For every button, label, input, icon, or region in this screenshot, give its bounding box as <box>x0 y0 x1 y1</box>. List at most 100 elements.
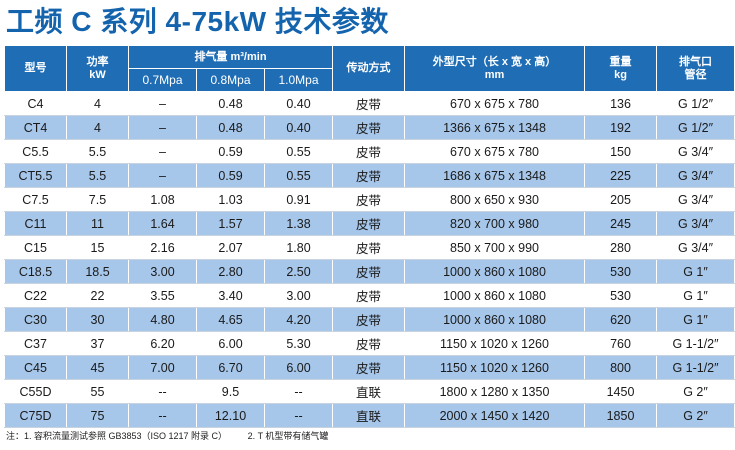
cell-p08: 0.59 <box>196 163 265 188</box>
cell-weight: 280 <box>584 235 657 260</box>
cell-p07: -- <box>128 403 197 428</box>
cell-drive: 皮带 <box>332 355 405 380</box>
cell-p07: 1.64 <box>128 211 197 236</box>
cell-p08: 4.65 <box>196 307 265 332</box>
cell-drive: 直联 <box>332 379 405 404</box>
cell-dims: 1000 x 860 x 1080 <box>404 259 585 284</box>
cell-drive: 皮带 <box>332 235 405 260</box>
cell-dims: 820 x 700 x 980 <box>404 211 585 236</box>
header-drive: 传动方式 <box>332 45 405 92</box>
table-row: C37 37 6.20 6.00 5.30 皮带 1150 x 1020 x 1260 760… <box>4 331 735 356</box>
cell-weight: 205 <box>584 187 657 212</box>
cell-outlet: G 2″ <box>656 403 735 428</box>
cell-p10: 6.00 <box>264 355 333 380</box>
header-power: 功率 kW <box>66 45 129 92</box>
cell-model: CT5.5 <box>4 163 67 188</box>
cell-p07: 7.00 <box>128 355 197 380</box>
cell-dims: 1800 x 1280 x 1350 <box>404 379 585 404</box>
cell-p07: – <box>128 139 197 164</box>
cell-weight: 150 <box>584 139 657 164</box>
header-row: 型号 功率 kW 排气量 m³/min 传动方式 外型尺寸（长 x 宽 x 高） m… <box>4 45 735 92</box>
header-dimensions: 外型尺寸（长 x 宽 x 高） mm <box>404 45 585 92</box>
cell-weight: 225 <box>584 163 657 188</box>
header-model: 型号 <box>4 45 67 92</box>
cell-power: 15 <box>66 235 129 260</box>
table-row: C7.5 7.5 1.08 1.03 0.91 皮带 800 x 650 x 930 205 G… <box>4 187 735 212</box>
table-row: CT4 4–0.48 0.40 皮带 1366 x 675 x 1348 192 G 1/2… <box>4 115 735 140</box>
cell-model: C18.5 <box>4 259 67 284</box>
cell-p10: 0.40 <box>264 91 333 116</box>
cell-dims: 850 x 700 x 990 <box>404 235 585 260</box>
header-pressure-10: 1.0Mpa <box>264 68 333 92</box>
table-row: C45 45 7.00 6.70 6.00 皮带 1150 x 1020 x 1260 800… <box>4 355 735 380</box>
table-row: C22 22 3.55 3.40 3.00 皮带 1000 x 860 x 1080 530 G… <box>4 283 735 308</box>
cell-dims: 1686 x 675 x 1348 <box>404 163 585 188</box>
cell-power: 4 <box>66 115 129 140</box>
cell-power: 4 <box>66 91 129 116</box>
cell-p10: -- <box>264 403 333 428</box>
table-row: C4 4–0.48 0.40 皮带 670 x 675 x 780 136 G 1/2″ <box>4 91 735 116</box>
cell-outlet: G 2″ <box>656 379 735 404</box>
cell-outlet: G 3/4″ <box>656 235 735 260</box>
cell-p08: 0.48 <box>196 115 265 140</box>
cell-drive: 皮带 <box>332 259 405 284</box>
footnote: 注：1. 容积流量测试参照 GB3853（ISO 1217 附录 C） 2. T… <box>6 429 346 442</box>
cell-outlet: G 1″ <box>656 259 735 284</box>
cell-outlet: G 1″ <box>656 307 735 332</box>
cell-dims: 670 x 675 x 780 <box>404 91 585 116</box>
cell-drive: 皮带 <box>332 307 405 332</box>
cell-model: C37 <box>4 331 67 356</box>
cell-p08: 6.70 <box>196 355 265 380</box>
cell-p10: 4.20 <box>264 307 333 332</box>
cell-model: C15 <box>4 235 67 260</box>
table-row: C11 11 1.64 1.57 1.38 皮带 820 x 700 x 980 245 G 3… <box>4 211 735 236</box>
cell-weight: 620 <box>584 307 657 332</box>
table-row: CT5.5 5.5–0.59 0.55 皮带 1686 x 675 x 1348 225 G… <box>4 163 735 188</box>
cell-outlet: G 3/4″ <box>656 211 735 236</box>
cell-p10: 0.55 <box>264 139 333 164</box>
cell-power: 11 <box>66 211 129 236</box>
cell-p08: 12.10 <box>196 403 265 428</box>
cell-drive: 皮带 <box>332 115 405 140</box>
cell-model: C55D <box>4 379 67 404</box>
footnote-2: 2. T 机型带有储气罐 <box>247 431 329 441</box>
cell-drive: 皮带 <box>332 163 405 188</box>
cell-p10: 0.40 <box>264 115 333 140</box>
cell-drive: 皮带 <box>332 139 405 164</box>
cell-p07: 1.08 <box>128 187 197 212</box>
cell-drive: 直联 <box>332 403 405 428</box>
cell-power: 5.5 <box>66 163 129 188</box>
cell-p07: 6.20 <box>128 331 197 356</box>
cell-p10: 1.38 <box>264 211 333 236</box>
cell-model: C30 <box>4 307 67 332</box>
cell-dims: 1000 x 860 x 1080 <box>404 307 585 332</box>
cell-weight: 1850 <box>584 403 657 428</box>
cell-power: 37 <box>66 331 129 356</box>
cell-model: C45 <box>4 355 67 380</box>
cell-weight: 192 <box>584 115 657 140</box>
cell-outlet: G 3/4″ <box>656 163 735 188</box>
cell-power: 5.5 <box>66 139 129 164</box>
cell-p07: -- <box>128 379 197 404</box>
cell-weight: 530 <box>584 283 657 308</box>
cell-p08: 0.59 <box>196 139 265 164</box>
header-pressure-row: 0.7Mpa 0.8Mpa 1.0Mpa <box>5 68 735 92</box>
cell-model: C75D <box>4 403 67 428</box>
cell-outlet: G 1/2″ <box>656 115 735 140</box>
cell-power: 45 <box>66 355 129 380</box>
cell-model: C11 <box>4 211 67 236</box>
cell-dims: 1150 x 1020 x 1260 <box>404 355 585 380</box>
cell-power: 30 <box>66 307 129 332</box>
table-row: C30 30 4.80 4.65 4.20 皮带 1000 x 860 x 1080 620 G… <box>4 307 735 332</box>
cell-p07: – <box>128 91 197 116</box>
cell-dims: 670 x 675 x 780 <box>404 139 585 164</box>
cell-drive: 皮带 <box>332 211 405 236</box>
cell-p07: – <box>128 115 197 140</box>
cell-p08: 2.80 <box>196 259 265 284</box>
cell-drive: 皮带 <box>332 283 405 308</box>
cell-dims: 1150 x 1020 x 1260 <box>404 331 585 356</box>
cell-p08: 6.00 <box>196 331 265 356</box>
cell-outlet: G 1-1/2″ <box>656 355 735 380</box>
cell-p07: 4.80 <box>128 307 197 332</box>
cell-dims: 2000 x 1450 x 1420 <box>404 403 585 428</box>
